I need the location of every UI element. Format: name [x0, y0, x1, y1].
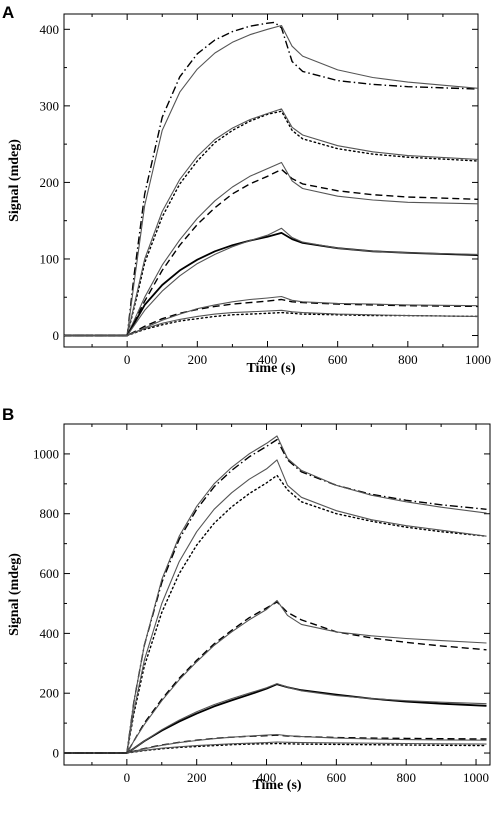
- x-tick-label: 400: [257, 770, 277, 785]
- x-tick-label: 800: [396, 770, 416, 785]
- series-line-2: [64, 24, 478, 337]
- x-axis-title: Time (s): [246, 361, 295, 376]
- series-line-5: [64, 601, 487, 754]
- series-line-8: [64, 683, 487, 754]
- series-line-1: [64, 21, 478, 337]
- x-tick-label: 200: [188, 352, 208, 367]
- panel-b: B 0 200 400 600 800 1000 0 200 400 600 800 1000 Time …: [2, 405, 491, 793]
- series-line-3: [64, 110, 478, 337]
- y-tick-label: 200: [40, 686, 60, 701]
- x-tick-label: 1000: [465, 352, 491, 367]
- x-tick-label: 600: [327, 770, 347, 785]
- series-group: [64, 21, 478, 337]
- series-line-9: [64, 734, 487, 754]
- series-line-8: [64, 227, 478, 337]
- x-tick-label: 600: [328, 352, 348, 367]
- y-tick-label: 0: [53, 328, 60, 343]
- series-line-3: [64, 474, 488, 754]
- x-tick-label: 800: [398, 352, 418, 367]
- series-line-6: [64, 161, 478, 337]
- y-tick-label: 300: [40, 98, 60, 113]
- y-tick-label: 1000: [33, 446, 59, 461]
- series-line-12: [64, 309, 478, 337]
- x-tick-label: 1000: [463, 770, 489, 785]
- x-tick-label: 200: [187, 770, 207, 785]
- series-line-4: [64, 108, 478, 337]
- series-line-11: [64, 311, 478, 337]
- series-line-7: [64, 232, 478, 337]
- y-tick-label: 0: [53, 746, 60, 761]
- series-line-1: [64, 438, 487, 754]
- series-line-6: [64, 599, 487, 754]
- y-axis-title: Signal (mdeg): [7, 553, 22, 636]
- series-line-4: [64, 459, 487, 754]
- y-tick-label: 600: [40, 566, 60, 581]
- x-tick-label: 400: [258, 352, 278, 367]
- series-line-9: [64, 298, 478, 337]
- series-line-12: [64, 741, 487, 754]
- series-line-5: [64, 168, 478, 337]
- x-tick-label: 0: [124, 770, 131, 785]
- y-tick-label: 100: [40, 251, 60, 266]
- series-line-7: [64, 683, 487, 754]
- series-line-10: [64, 295, 478, 337]
- y-tick-label: 800: [40, 506, 60, 521]
- y-tick-label: 200: [40, 175, 60, 190]
- plot-frame: [63, 423, 491, 766]
- series-group: [64, 435, 488, 754]
- x-axis-title: Time (s): [252, 778, 301, 793]
- y-tick-label: 400: [40, 22, 60, 37]
- y-axis-title: Signal (mdeg): [7, 139, 22, 222]
- panel-label: B: [2, 405, 14, 424]
- plot-frame: [63, 13, 479, 348]
- series-line-10: [64, 733, 487, 754]
- x-tick-label: 0: [124, 352, 131, 367]
- series-line-2: [64, 435, 487, 754]
- panel-label: A: [2, 3, 14, 22]
- y-tick-label: 400: [40, 626, 60, 641]
